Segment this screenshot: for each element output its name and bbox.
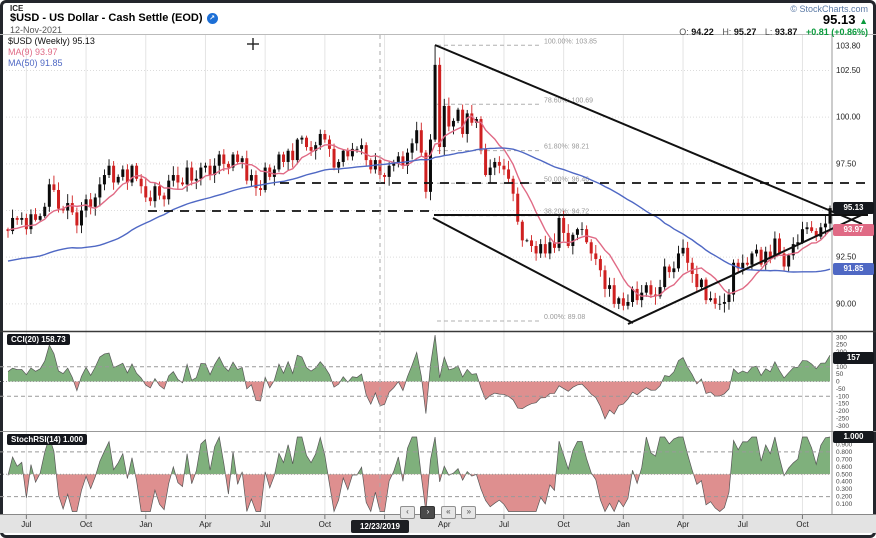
svg-text:Jul: Jul <box>21 520 31 529</box>
svg-text:0.100: 0.100 <box>836 501 853 508</box>
high-value: 95.27 <box>733 27 757 37</box>
svg-text:100.00%: 103.85: 100.00%: 103.85 <box>544 38 597 45</box>
panel-borders <box>0 34 876 515</box>
svg-text:0.600: 0.600 <box>836 464 853 471</box>
svg-text:102.50: 102.50 <box>836 66 861 75</box>
svg-text:0: 0 <box>836 379 840 386</box>
legend-price: $USD (Weekly) 95.13 <box>8 36 95 46</box>
open-value: 94.22 <box>691 27 714 37</box>
indicator-areas <box>0 334 831 513</box>
fib-retracement: 100.00%: 103.8578.60%: 100.6961.80%: 98.… <box>437 38 597 322</box>
svg-text:0.400: 0.400 <box>836 479 853 486</box>
svg-text:Jul: Jul <box>738 520 748 529</box>
svg-text:Jul: Jul <box>260 520 270 529</box>
svg-text:Oct: Oct <box>796 520 809 529</box>
open-label: O: <box>679 27 689 37</box>
chart-info-icon[interactable]: ↗ <box>206 13 218 24</box>
svg-text:50.00%: 96.46: 50.00%: 96.46 <box>544 176 589 183</box>
svg-text:92.50: 92.50 <box>836 253 857 262</box>
svg-text:250: 250 <box>836 342 847 349</box>
svg-text:Jan: Jan <box>617 520 630 529</box>
cci-axis-box: 157 <box>833 352 874 364</box>
annotation-drawings <box>148 35 869 515</box>
pan-end-button[interactable]: » <box>461 506 477 519</box>
stochrsi-axis-box: 1.000 <box>833 431 874 443</box>
svg-text:-200: -200 <box>836 408 849 415</box>
stochrsi-area <box>0 435 831 513</box>
svg-text:0.900: 0.900 <box>836 441 853 448</box>
ma50-axis-box: 91.85 <box>833 263 874 275</box>
cci-area <box>0 334 831 420</box>
change-value: +0.81 (+0.86%) <box>805 27 868 37</box>
svg-text:-300: -300 <box>836 423 849 430</box>
chart-title: $USD - US Dollar - Cash Settle (EOD) ↗ <box>10 12 218 24</box>
svg-text:Apr: Apr <box>199 520 212 529</box>
crosshair-date-box: 12/23/2019 <box>351 520 409 533</box>
svg-text:-50: -50 <box>836 386 846 393</box>
low-label: L: <box>764 27 773 37</box>
svg-text:0.00%: 89.08: 0.00%: 89.08 <box>544 314 585 321</box>
svg-text:0.300: 0.300 <box>836 486 853 493</box>
gridlines <box>6 35 831 515</box>
trendline <box>432 217 634 324</box>
svg-text:0.500: 0.500 <box>836 471 853 478</box>
svg-text:38.20%: 94.72: 38.20%: 94.72 <box>544 209 589 216</box>
stochrsi-legend: StochRSI(14) 1.000 <box>7 434 88 445</box>
ma9-line <box>7 115 831 298</box>
high-label: H: <box>722 27 732 37</box>
svg-text:103.80: 103.80 <box>836 42 861 51</box>
ohlc-readout: O: 94.22 H: 95.27 L: 93.87 +0.81 (+0.86%… <box>679 27 868 37</box>
legend-ma9: MA(9) 93.97 <box>8 47 58 57</box>
ma50-line <box>7 147 831 273</box>
moving-averages <box>7 115 831 298</box>
legend-ma50: MA(50) 91.85 <box>8 58 63 68</box>
x-axis-strip <box>0 515 876 533</box>
pan-right-button[interactable]: › <box>420 506 436 519</box>
svg-text:0.700: 0.700 <box>836 456 853 463</box>
low-value: 93.87 <box>774 27 798 37</box>
chart-date: 12-Nov-2021 <box>10 25 63 35</box>
last-price-axis-box: 95.13 <box>833 202 874 214</box>
svg-text:Oct: Oct <box>319 520 332 529</box>
svg-text:Apr: Apr <box>677 520 690 529</box>
chart-title-text: $USD - US Dollar - Cash Settle (EOD) <box>10 12 203 24</box>
pan-start-button[interactable]: « <box>440 506 456 519</box>
ma9-axis-box: 93.97 <box>833 224 874 236</box>
svg-text:50: 50 <box>836 371 844 378</box>
last-price-value: 95.13 <box>822 12 856 27</box>
svg-text:61.80%: 98.21: 61.80%: 98.21 <box>544 144 589 151</box>
svg-text:Jul: Jul <box>499 520 509 529</box>
svg-text:0.200: 0.200 <box>836 494 853 501</box>
svg-text:Oct: Oct <box>80 520 93 529</box>
svg-text:100.00: 100.00 <box>836 113 861 122</box>
cci-legend: CCI(20) 158.73 <box>7 334 70 345</box>
svg-text:300: 300 <box>836 334 847 341</box>
exchange-label: ICE <box>10 4 24 13</box>
chart-nav-buttons: ‹ › « » <box>400 501 477 519</box>
svg-text:Apr: Apr <box>438 520 451 529</box>
last-price: 95.13 ▲ <box>823 12 868 27</box>
svg-text:-250: -250 <box>836 415 849 422</box>
svg-text:97.50: 97.50 <box>836 159 857 168</box>
up-arrow-icon: ▲ <box>859 16 868 26</box>
pan-left-button[interactable]: ‹ <box>400 506 415 519</box>
stockcharts-watermark: © StockCharts.com <box>790 4 868 14</box>
svg-text:Jan: Jan <box>139 520 152 529</box>
svg-text:100: 100 <box>836 364 847 371</box>
svg-text:Oct: Oct <box>557 520 570 529</box>
trendline <box>434 44 863 225</box>
svg-text:-150: -150 <box>836 401 849 408</box>
trendline <box>627 211 869 325</box>
svg-text:-100: -100 <box>836 393 849 400</box>
svg-text:90.00: 90.00 <box>836 299 857 308</box>
price-legend: $USD (Weekly) 95.13 MA(9) 93.97 MA(50) 9… <box>8 36 95 69</box>
svg-text:0.800: 0.800 <box>836 449 853 456</box>
